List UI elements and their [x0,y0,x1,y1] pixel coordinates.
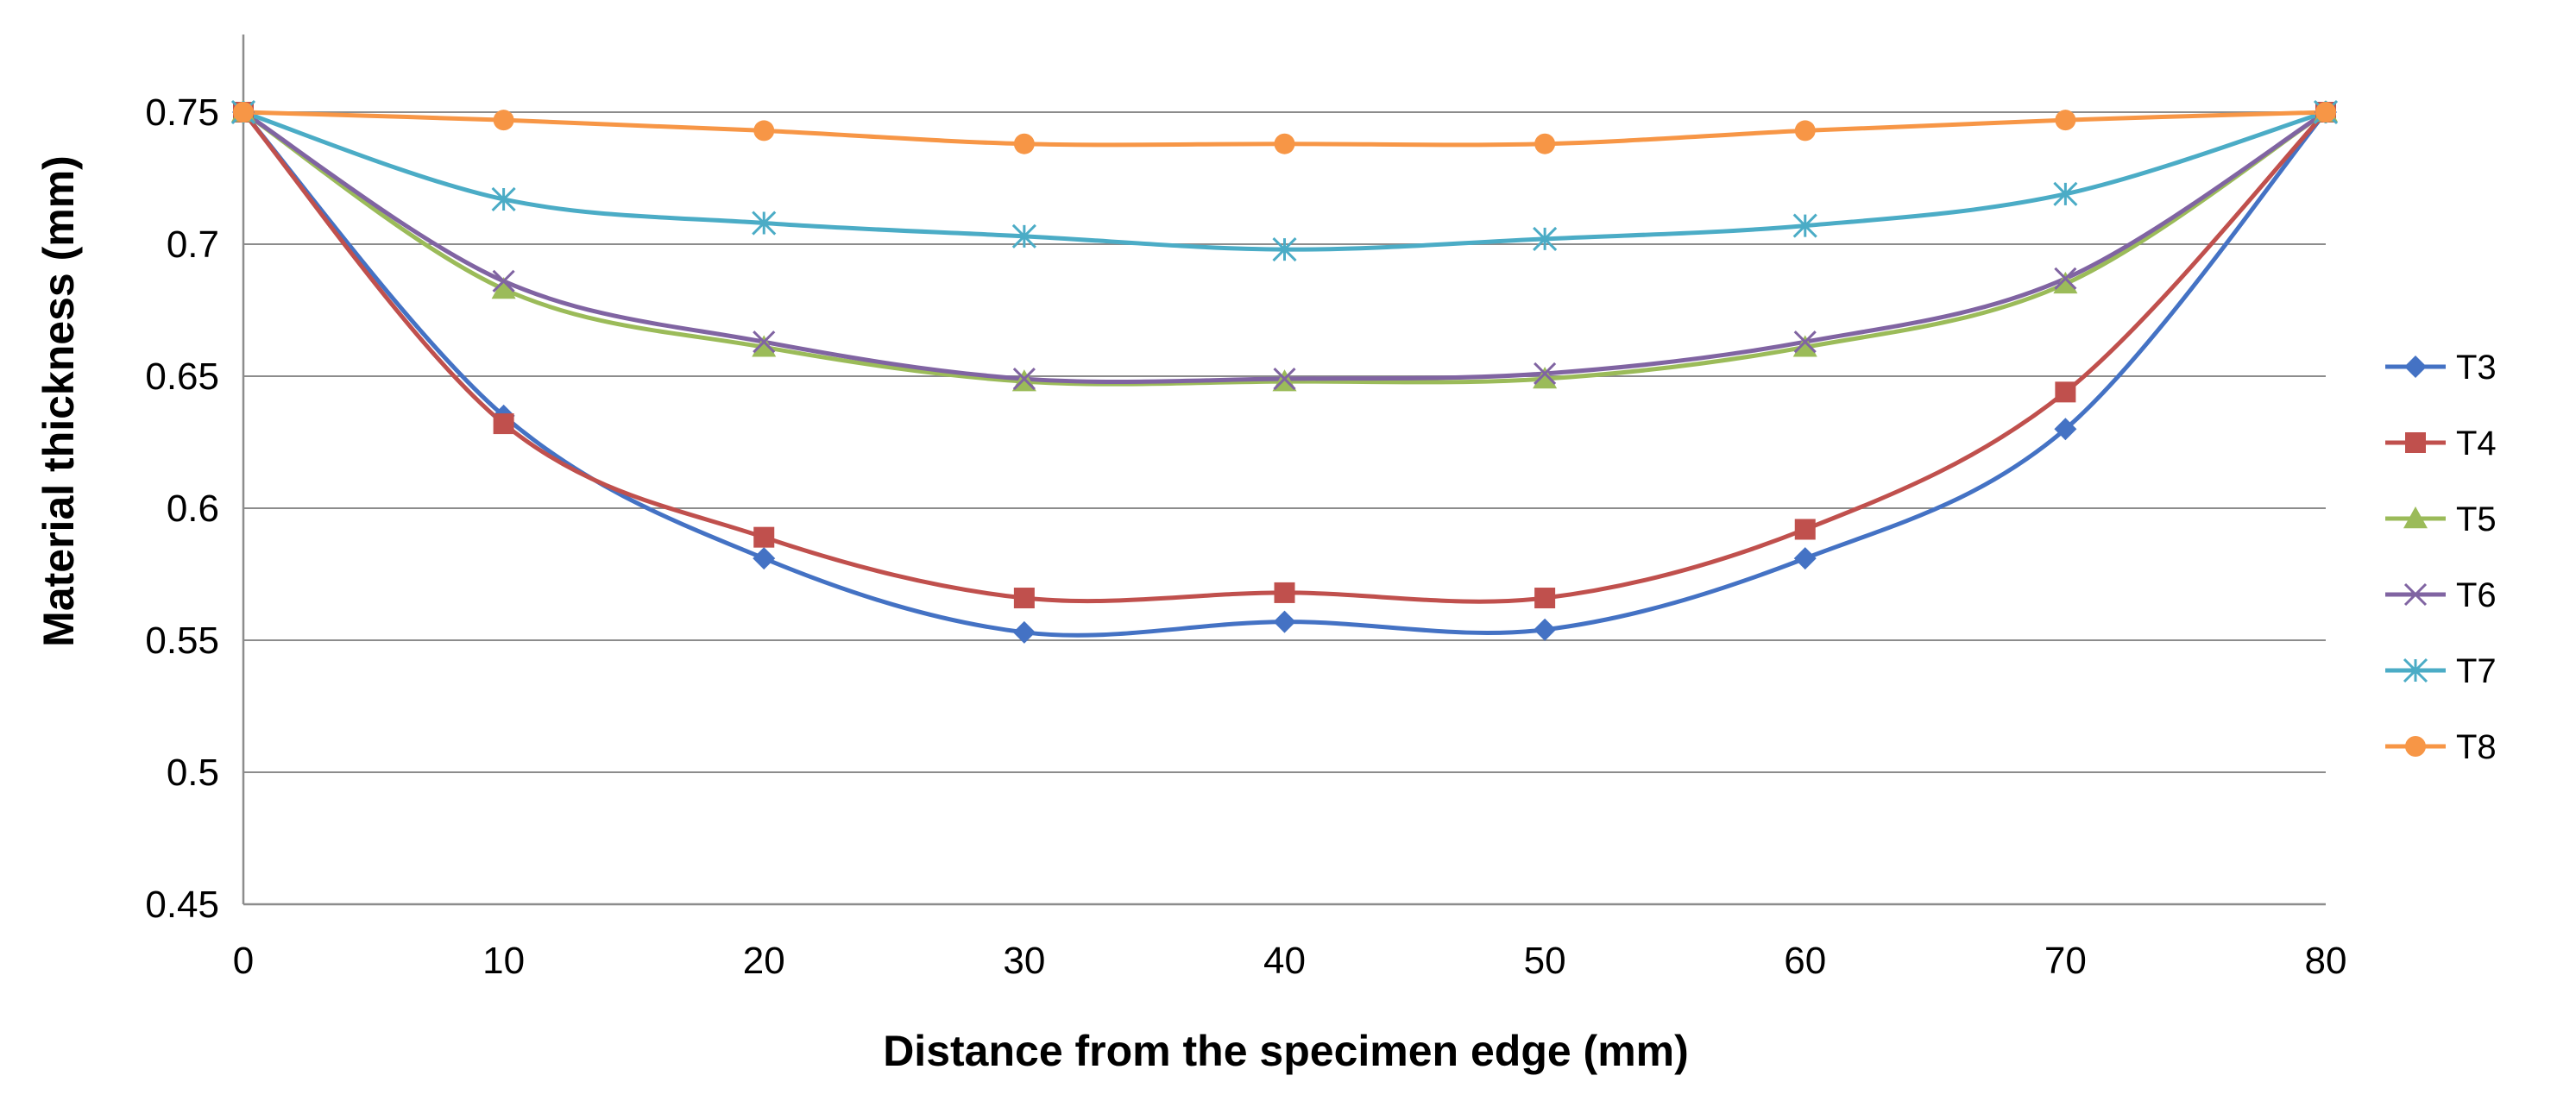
legend-marker-t8 [2405,736,2426,757]
marker-t8-2 [753,120,775,142]
marker-t6-4 [1273,367,1296,391]
marker-t7-4 [1272,237,1297,262]
legend-label-t3: T3 [2456,349,2497,387]
marker-t7-7 [2053,181,2078,206]
marker-t5-2 [752,335,777,357]
marker-t6-1 [492,269,515,293]
marker-t6-7 [2054,267,2077,290]
marker-t4-3 [1013,588,1035,609]
marker-t7-5 [1533,226,1558,251]
series-markers [230,99,2339,644]
legend-marker-t4 [2405,432,2426,453]
marker-t5-5 [1533,367,1558,389]
x-tick-label-7: 70 [2044,940,2087,982]
marker-t6-6 [1793,330,1817,354]
marker-t4-7 [2055,381,2076,403]
marker-t5-1 [491,277,516,299]
y-tick-label-2: 0.55 [145,620,219,662]
x-tick-label-1: 10 [482,940,525,982]
marker-t7-6 [1792,213,1817,238]
marker-t4-6 [1794,519,1816,540]
legend-label-t4: T4 [2456,425,2497,462]
axes [242,35,2326,906]
series-line-t4 [242,110,2327,604]
y-tick-label-5: 0.7 [167,223,219,266]
legend-marker-t3 [2404,355,2427,378]
legend-label-t8: T8 [2456,728,2497,766]
marker-t8-6 [1794,120,1816,142]
y-tick-label-0: 0.45 [145,884,219,926]
marker-t6-2 [753,330,776,354]
legend: T3 T4 T5 T6 T7 T8 [2385,349,2497,766]
series-line-t7 [242,110,2327,252]
y-tick-label-1: 0.5 [167,752,219,794]
marker-t3-7 [2054,418,2077,441]
marker-t3-2 [753,547,776,570]
marker-t4-1 [493,413,514,435]
marker-t4-5 [1534,588,1556,609]
marker-t6-5 [1534,362,1557,386]
marker-t6-3 [1012,367,1036,391]
marker-t8-4 [1274,133,1295,154]
marker-t7-2 [752,211,777,236]
marker-t8-7 [2055,110,2076,131]
marker-t8-3 [1013,133,1035,154]
x-tick-label-2: 20 [743,940,785,982]
x-tick-label-8: 80 [2305,940,2347,982]
legend-label-t7: T7 [2456,652,2497,690]
marker-t5-6 [1792,335,1817,357]
marker-t4-2 [753,526,775,548]
y-tick-label-3: 0.6 [167,488,219,530]
marker-t4-4 [1274,582,1295,603]
y-tick-label-4: 0.65 [145,355,219,398]
marker-t3-4 [1273,610,1296,633]
marker-t5-7 [2053,271,2078,294]
marker-t3-5 [1534,618,1557,641]
legend-label-t6: T6 [2456,576,2497,614]
legend-marker-t6 [2403,582,2428,607]
x-tick-label-5: 50 [1524,940,1566,982]
y-axis-title: Material thickness (mm) [35,155,83,647]
x-axis-title: Distance from the specimen edge (mm) [883,1027,1689,1075]
marker-t8-5 [1534,133,1556,154]
legend-marker-t5 [2403,506,2428,529]
x-tick-labels: 0 10 20 30 40 50 60 70 80 [233,940,2347,982]
marker-t3-6 [1793,547,1817,570]
x-tick-label-0: 0 [233,940,254,982]
legend-label-t5: T5 [2456,500,2497,538]
marker-t7-1 [491,186,516,212]
marker-t8-1 [493,110,514,131]
y-tick-label-6: 0.75 [145,91,219,134]
x-tick-label-4: 40 [1263,940,1306,982]
x-tick-label-3: 30 [1003,940,1045,982]
marker-t3-3 [1012,620,1036,644]
y-tick-labels: 0.45 0.5 0.55 0.6 0.65 0.7 0.75 [145,91,219,926]
x-tick-label-6: 60 [1784,940,1826,982]
gridlines [243,111,2326,773]
legend-marker-t7 [2403,657,2428,683]
marker-t8-8 [2315,102,2336,123]
marker-t7-3 [1011,223,1036,249]
marker-t8-0 [233,102,254,123]
